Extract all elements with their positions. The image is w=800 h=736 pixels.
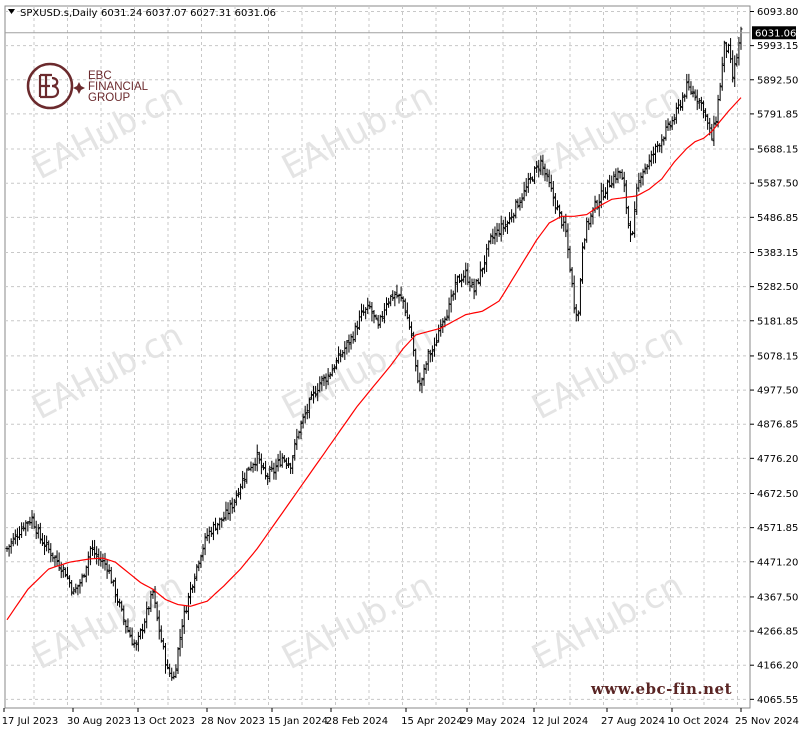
y-tick-label: 4876.85	[757, 420, 798, 431]
y-tick-label: 5181.85	[757, 316, 798, 327]
symbol-label: SPXUSD.s,Daily	[20, 8, 98, 19]
y-tick-label: 5383.15	[757, 248, 798, 259]
dropdown-triangle-icon[interactable]	[8, 9, 15, 14]
y-tick-label: 4471.20	[757, 557, 798, 568]
y-tick-label: 4571.85	[757, 523, 798, 534]
watermark-text: EAHub.cn	[525, 565, 689, 678]
x-tick-label: 13 Oct 2023	[133, 716, 195, 727]
y-tick-label: 5486.85	[757, 213, 798, 224]
y-tick-label: 5282.50	[757, 282, 798, 293]
watermark-text: EAHub.cn	[525, 315, 689, 428]
ohlc-bars	[5, 26, 743, 681]
current-price-text: 6031.06	[755, 28, 796, 39]
website-label: www.ebc-fin.net	[590, 680, 732, 698]
x-axis: 17 Jul 2023 30 Aug 2023 13 Oct 2023 28 Nov …	[2, 708, 799, 727]
logo-mark-icon	[38, 73, 60, 99]
y-tick-label: 5078.15	[757, 351, 798, 362]
y-tick-label: 4065.55	[757, 695, 798, 706]
y-tick-label: 5791.85	[757, 109, 798, 120]
logo-line-3: GROUP	[88, 92, 131, 104]
plot-border	[4, 5, 751, 709]
logo-line-2: FINANCIAL	[88, 81, 149, 93]
watermark-text: EAHub.cn	[25, 565, 189, 678]
y-tick-label: 6093.80	[757, 7, 798, 18]
y-axis: 6093.80 5993.15 5892.50 5791.85 5688.15 5587.…	[750, 7, 798, 706]
chart-header: SPXUSD.s,Daily 6031.24 6037.07 6027.31 6…	[8, 8, 276, 19]
current-price-box: 6031.06	[752, 26, 796, 40]
x-tick-label: 27 Aug 2024	[601, 716, 665, 727]
watermark-text: EAHub.cn	[275, 75, 439, 188]
watermark-text: EAHub.cn	[525, 75, 689, 188]
x-tick-label: 15 Jan 2024	[268, 716, 328, 727]
moving-average-line	[6, 97, 742, 621]
y-tick-label: 5892.50	[757, 75, 798, 86]
x-tick-label: 10 Oct 2024	[667, 716, 729, 727]
x-tick-label: 29 May 2024	[460, 716, 525, 727]
watermark-layer: EAHub.cn EAHub.cn EAHub.cn EAHub.cn EAHub.cn…	[25, 75, 689, 678]
x-tick-label: 15 Apr 2024	[401, 716, 463, 727]
y-tick-label: 5587.50	[757, 179, 798, 190]
y-tick-label: 4367.50	[757, 592, 798, 603]
watermark-text: EAHub.cn	[275, 565, 439, 678]
ohlc-values: 6031.24 6037.07 6027.31 6031.06	[101, 8, 276, 19]
x-tick-label: 25 Nov 2024	[735, 716, 799, 727]
x-tick-label: 17 Jul 2023	[2, 716, 59, 727]
y-tick-label: 5993.15	[757, 41, 798, 52]
y-tick-label: 4977.50	[757, 386, 798, 397]
logo-star-icon	[73, 82, 85, 94]
y-tick-label: 4266.85	[757, 627, 798, 638]
logo-line-1: EBC	[88, 70, 112, 82]
watermark-text: EAHub.cn	[25, 315, 189, 428]
y-tick-label: 4672.50	[757, 489, 798, 500]
x-tick-label: 28 Feb 2024	[326, 716, 388, 727]
y-tick-label: 5688.15	[757, 145, 798, 156]
x-tick-label: 28 Nov 2023	[201, 716, 265, 727]
current-price-box-bg	[752, 26, 796, 40]
x-tick-label: 30 Aug 2023	[67, 716, 131, 727]
x-tick-label: 12 Jul 2024	[532, 716, 589, 727]
ebc-logo: EBC FINANCIAL GROUP	[26, 62, 149, 110]
y-tick-label: 4166.20	[757, 661, 798, 672]
logo-circle-icon	[26, 62, 74, 110]
y-tick-label: 4776.20	[757, 454, 798, 465]
